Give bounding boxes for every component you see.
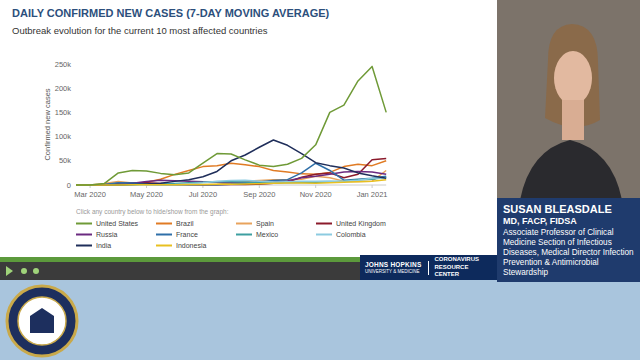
- chart-subtitle: Outbreak evolution for the current 10 mo…: [12, 25, 268, 36]
- legend-swatch[interactable]: [76, 223, 92, 225]
- y-tick-label: 0: [67, 181, 71, 190]
- speaker-neck: [562, 100, 584, 140]
- speaker-role: Associate Professor of Clinical Medicine…: [503, 228, 634, 278]
- series-line: [76, 178, 386, 185]
- y-tick-label: 250k: [55, 60, 72, 69]
- y-tick-label: 150k: [55, 108, 72, 117]
- series-line: [76, 163, 386, 185]
- legend-swatch[interactable]: [156, 234, 172, 236]
- legend-label[interactable]: Indonesia: [176, 242, 206, 249]
- speaker-box: SUSAN BLEASDALEMD, FACP, FIDSAAssociate …: [497, 198, 640, 282]
- legend-label[interactable]: Colombia: [336, 231, 366, 238]
- seal-logo: [7, 286, 77, 356]
- y-tick-label: 200k: [55, 84, 72, 93]
- seal-center: [18, 297, 66, 345]
- speaker-video: [497, 0, 640, 200]
- legend-swatch[interactable]: [156, 245, 172, 247]
- legend-label[interactable]: Spain: [256, 220, 274, 228]
- legend-swatch[interactable]: [76, 234, 92, 236]
- legend-label[interactable]: Mexico: [256, 231, 278, 238]
- chart-title: DAILY CONFIRMED NEW CASES (7-DAY MOVING …: [12, 7, 330, 19]
- jh-banner: JOHNS HOPKINSUNIVERSITY & MEDICINECORONA…: [360, 255, 497, 280]
- speaker-credentials: MD, FACP, FIDSA: [503, 216, 634, 227]
- banner-institution: JOHNS HOPKINS: [365, 261, 424, 269]
- legend-swatch[interactable]: [316, 223, 332, 225]
- legend-swatch[interactable]: [156, 223, 172, 225]
- x-tick-label: May 2020: [130, 190, 163, 199]
- x-tick-label: Nov 2020: [300, 190, 332, 199]
- x-tick: [315, 185, 316, 188]
- speaker-body: [520, 140, 622, 200]
- legend-note: Click any country below to hide/show fro…: [76, 208, 229, 216]
- series-line: [76, 140, 386, 185]
- series-line: [76, 66, 386, 185]
- plot-lines: [76, 66, 386, 185]
- x-tick-label: Jul 2020: [189, 190, 217, 199]
- y-axis-title: Confirmed new cases: [43, 88, 52, 160]
- series-line: [76, 177, 386, 185]
- progress-strip: [0, 257, 360, 262]
- video-wall: [497, 0, 640, 200]
- speaker-face: [554, 51, 592, 105]
- legend-label[interactable]: Russia: [96, 231, 118, 238]
- legend-swatch[interactable]: [236, 223, 252, 225]
- legend-label[interactable]: United Kingdom: [336, 220, 386, 228]
- legend-label[interactable]: France: [176, 231, 198, 238]
- x-tick-label: Mar 2020: [74, 190, 106, 199]
- legend-label[interactable]: Brazil: [176, 220, 194, 227]
- y-tick-label: 50k: [59, 156, 71, 165]
- legend-swatch[interactable]: [316, 234, 332, 236]
- speaker-name: SUSAN BLEASDALE: [503, 203, 634, 216]
- x-tick: [372, 185, 373, 188]
- legend-label[interactable]: India: [96, 242, 111, 249]
- x-tick-label: Sep 2020: [243, 190, 275, 199]
- seal-emblem: [30, 308, 54, 333]
- banner-left: JOHNS HOPKINSUNIVERSITY & MEDICINE: [365, 261, 429, 275]
- banner-institution-sub: UNIVERSITY & MEDICINE: [365, 269, 424, 275]
- screen: DAILY CONFIRMED NEW CASES (7-DAY MOVING …: [0, 0, 640, 360]
- slide: [0, 0, 497, 258]
- control-bar: [0, 262, 360, 280]
- y-tick-label: 100k: [55, 132, 72, 141]
- control-icon[interactable]: [21, 268, 27, 274]
- play-icon[interactable]: [6, 266, 13, 276]
- control-icon[interactable]: [33, 268, 39, 274]
- banner-center: CORONAVIRUS RESOURCE CENTER: [429, 256, 492, 279]
- legend-swatch[interactable]: [236, 234, 252, 236]
- x-tick: [259, 185, 260, 188]
- legend-label[interactable]: United States: [96, 220, 139, 227]
- backdrop: [0, 280, 640, 360]
- series-line: [76, 180, 386, 185]
- legend-swatch[interactable]: [76, 245, 92, 247]
- x-tick-label: Jan 2021: [357, 190, 388, 199]
